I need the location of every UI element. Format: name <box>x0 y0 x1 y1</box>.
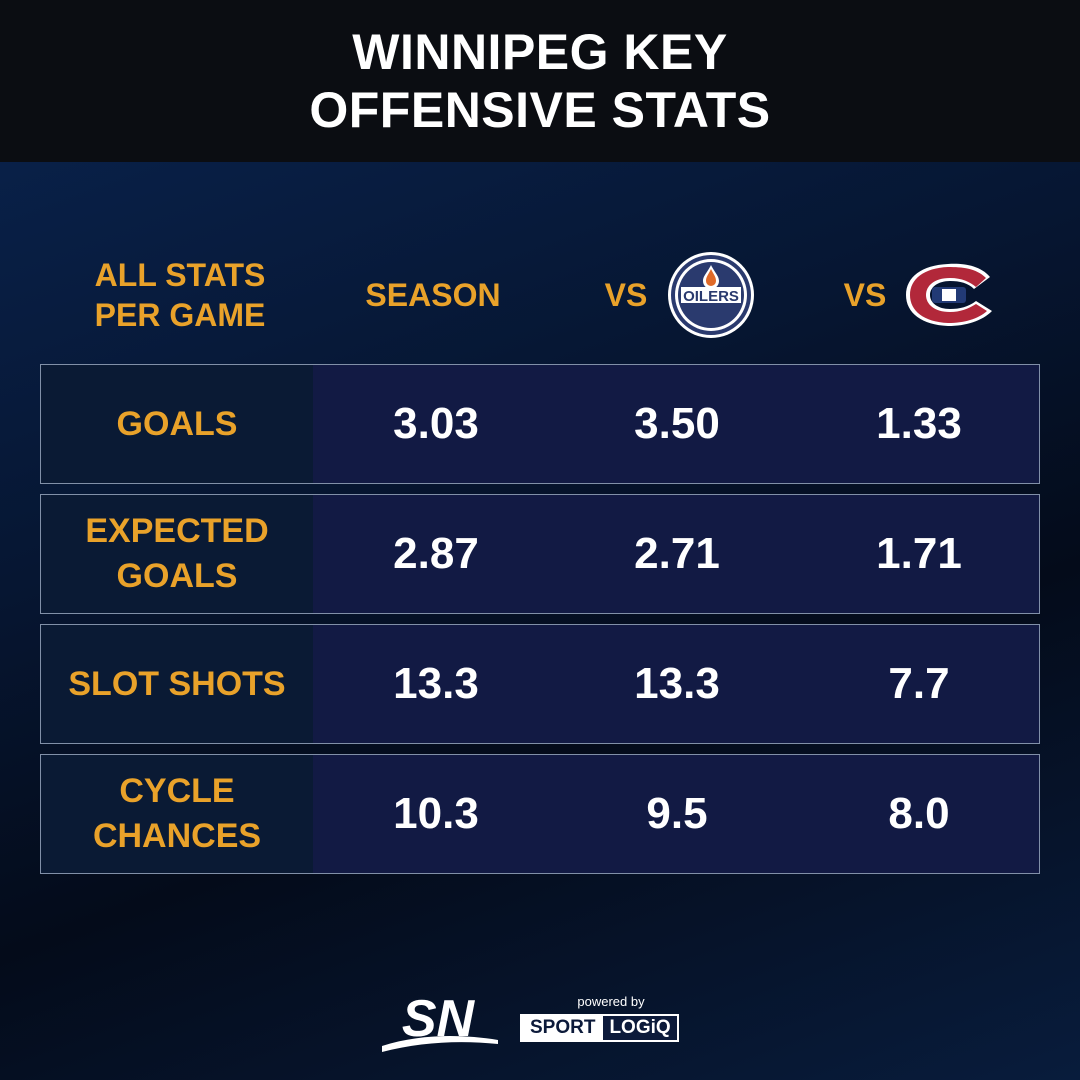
stat-label-line-1: SLOT SHOTS <box>68 664 286 703</box>
vs-oilers-value: 3.50 <box>634 399 720 448</box>
stat-label: CYCLE CHANCES <box>41 755 313 873</box>
column-header-label: ALL STATS PER GAME <box>60 250 300 340</box>
vs-canadiens-value: 7.7 <box>888 659 950 708</box>
sn-logo-icon: SN <box>382 990 498 1052</box>
stat-label: EXPECTED GOALS <box>41 495 313 613</box>
stat-label-line-1: CYCLE <box>119 772 235 810</box>
stat-row: CYCLE CHANCES 10.3 9.5 8.0 <box>40 754 1040 874</box>
vs-oilers-value: 2.71 <box>634 529 720 578</box>
powered-by: powered by <box>577 994 645 1009</box>
stat-label-line-1: EXPECTED <box>85 512 269 550</box>
vs-oilers-value: 13.3 <box>634 659 720 708</box>
label-line-2: PER GAME <box>94 297 266 333</box>
vs-canadiens-value: 1.33 <box>876 399 962 448</box>
header: WINNIPEG KEY OFFENSIVE STATS <box>0 0 1080 162</box>
season-value: 2.87 <box>393 529 479 578</box>
column-header-season: SEASON <box>365 277 501 313</box>
stat-label-line-1: GOALS <box>116 404 238 443</box>
title-line-2: OFFENSIVE STATS <box>309 82 771 138</box>
stat-row: GOALS 3.03 3.50 1.33 <box>40 364 1040 484</box>
canadiens-logo-icon: CH <box>904 263 993 326</box>
canadiens-logo-text: CH <box>904 263 906 264</box>
sportsnet-logo: SN <box>380 990 500 1060</box>
column-header-vs-canadiens: VS CH <box>830 250 1010 340</box>
stat-label-line-2: GOALS <box>116 557 238 595</box>
vs-canadiens-value: 8.0 <box>888 789 950 838</box>
vs-label: VS <box>843 277 887 313</box>
season-value: 10.3 <box>393 789 479 838</box>
stat-row: SLOT SHOTS 13.3 13.3 7.7 <box>40 624 1040 744</box>
vs-canadiens-value: 1.71 <box>876 529 962 578</box>
label-line-1: ALL STATS <box>94 257 266 293</box>
stat-label: GOALS <box>41 365 313 483</box>
title-line-1: WINNIPEG KEY <box>352 24 728 80</box>
vs-label: VS <box>604 277 648 313</box>
stat-label: SLOT SHOTS <box>41 625 313 743</box>
vs-oilers-value: 9.5 <box>646 789 708 838</box>
oilers-logo-text: OILERS <box>683 288 739 305</box>
season-value: 13.3 <box>393 659 479 708</box>
sportlogiq-logo: SPORT LOGiQ <box>520 1014 679 1042</box>
column-header-vs-oilers: VS OILERS <box>590 250 770 340</box>
stat-label-line-2: CHANCES <box>92 817 262 855</box>
sportlogiq-sport: SPORT <box>530 1017 596 1038</box>
sportlogiq-logiq: LOGiQ <box>603 1016 677 1040</box>
stat-row: EXPECTED GOALS 2.87 2.71 1.71 <box>40 494 1040 614</box>
oilers-logo-icon: OILERS <box>668 252 755 338</box>
season-value: 3.03 <box>393 399 479 448</box>
